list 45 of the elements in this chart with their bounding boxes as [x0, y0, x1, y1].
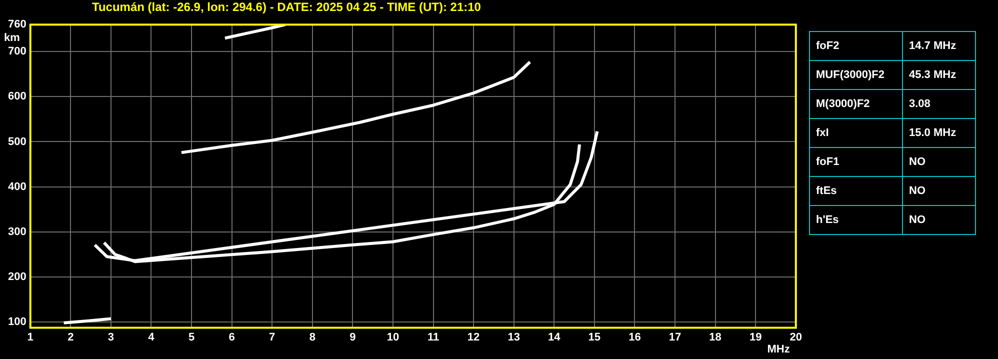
x-tick-label: 9 — [350, 331, 356, 344]
x-tick-label: 13 — [508, 331, 520, 344]
x-tick-label: 11 — [427, 331, 440, 344]
text: M(3000)F2 — [810, 90, 902, 118]
text: 15.0 MHz — [902, 118, 976, 148]
x-tick-label: 16 — [628, 331, 641, 344]
text: NO — [902, 206, 976, 234]
x-tick-label: 7 — [269, 331, 276, 344]
x-tick-label: 6 — [228, 331, 235, 344]
text: foF1 — [810, 148, 902, 176]
x-tick-label: 4 — [148, 331, 156, 344]
x-tick-label: 19 — [749, 331, 762, 344]
x-tick-label: 12 — [467, 331, 480, 344]
y-tick-label: 400 — [8, 180, 26, 193]
x-tick-label: 8 — [309, 331, 316, 344]
text: 3.08 — [902, 90, 976, 118]
x-tick-label: 15 — [588, 331, 601, 344]
x-tick-label: 3 — [108, 331, 114, 344]
x-tick-label: 1 — [27, 331, 34, 344]
text: 14.7 MHz — [902, 32, 976, 60]
text: NO — [902, 148, 976, 176]
y-tick-label: 500 — [8, 136, 26, 148]
text: fxI — [810, 118, 902, 148]
text: MUF(3000)F2 — [810, 60, 902, 90]
x-tick-label: 2 — [68, 331, 74, 344]
text: NO — [902, 176, 976, 206]
text: foF2 — [810, 32, 902, 60]
y-tick-label: 700 — [8, 46, 26, 58]
chart-title: Tucumán (lat: -26.9, lon: 294.6) - DATE: 2025 04 25 - TIME (UT): 21:10 — [92, 0, 481, 14]
x-axis-title: MHz — [767, 343, 790, 356]
x-tick-label: 14 — [548, 331, 562, 344]
x-tick-label: 5 — [188, 331, 195, 344]
text: h'Es — [810, 206, 902, 234]
text: 45.3 MHz — [902, 60, 976, 90]
x-tick-label: 20 — [790, 331, 802, 344]
x-tick-label: 18 — [709, 331, 722, 344]
y-tick-label: 600 — [8, 90, 26, 103]
y-tick-label: 300 — [8, 226, 26, 238]
text: ftEs — [810, 176, 902, 206]
x-tick-label: 10 — [386, 331, 400, 344]
y-tick-label: 200 — [8, 270, 26, 283]
y-axis-title: km — [4, 32, 20, 44]
x-tick-label: 17 — [668, 331, 682, 344]
y-tick-label: 760 — [8, 18, 26, 31]
y-tick-label: 100 — [8, 316, 26, 328]
